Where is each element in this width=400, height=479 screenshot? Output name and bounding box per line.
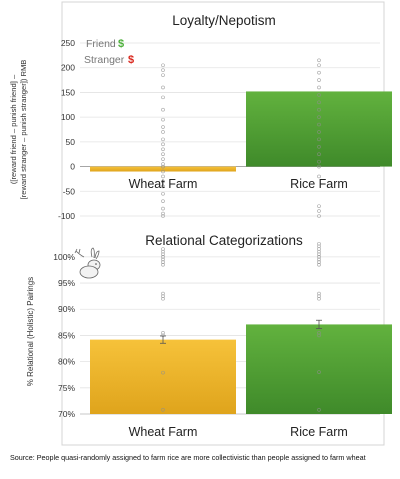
participant-point: [162, 126, 165, 129]
y-tick-label: 100: [61, 112, 75, 122]
chart-title: Loyalty/Nepotism: [172, 13, 276, 28]
participant-point: [162, 192, 165, 195]
relational-categorizations-chart: Relational Categorizations % Relational …: [26, 233, 392, 439]
participant-point: [162, 69, 165, 72]
y-tick-label: 95%: [58, 278, 75, 288]
participant-point: [318, 71, 321, 74]
y-tick-label: 200: [61, 63, 75, 73]
participant-point: [162, 64, 165, 67]
participant-point: [162, 207, 165, 210]
bars: [90, 324, 392, 414]
participant-point: [162, 74, 165, 77]
y-tick-label: 90%: [58, 304, 75, 314]
chart-title: Relational Categorizations: [145, 233, 303, 248]
legend: Friend $ Stranger $: [84, 38, 134, 66]
y-axis-label: ([reward friend – punish friend] –[rewar…: [9, 60, 28, 200]
x-tick-label: Wheat Farm: [129, 425, 198, 439]
legend-stranger-label: Stranger: [84, 54, 125, 66]
bar-rice-farm: [246, 324, 392, 414]
y-tick-label: 85%: [58, 330, 75, 340]
participant-point: [162, 143, 165, 146]
x-tick-label: Wheat Farm: [129, 177, 198, 191]
participant-point: [318, 86, 321, 89]
y-tick-label: 100%: [53, 252, 75, 262]
y-tick-label: 75%: [58, 383, 75, 393]
participant-point: [162, 148, 165, 151]
y-tick-label: 0: [70, 162, 75, 172]
participant-point: [318, 210, 321, 213]
participant-point: [162, 138, 165, 141]
y-tick-label: 50: [66, 137, 76, 147]
source-note: Source: People quasi-randomly assigned t…: [10, 453, 396, 462]
participant-point: [162, 108, 165, 111]
participant-point: [318, 205, 321, 208]
bars: [90, 91, 392, 171]
participant-point: [162, 96, 165, 99]
y-tick-label: 70%: [58, 409, 75, 419]
x-tick-labels: Wheat Farm Rice Farm: [129, 177, 348, 191]
participant-point: [318, 79, 321, 82]
y-tick-label: 150: [61, 87, 75, 97]
y-tick-labels: 100% 95% 90% 85% 80% 75% 70%: [53, 252, 75, 419]
loyalty-nepotism-chart: Loyalty/Nepotism ([reward friend – punis…: [9, 13, 392, 221]
x-tick-label: Rice Farm: [290, 177, 348, 191]
legend-stranger-symbol: $: [128, 54, 134, 66]
participant-point: [162, 158, 165, 161]
participant-point: [162, 153, 165, 156]
y-tick-label: 80%: [58, 357, 75, 367]
participant-point: [162, 130, 165, 133]
y-tick-label: 250: [61, 38, 75, 48]
y-axis-label: % Relational (Holistic) Pairings: [26, 277, 35, 386]
legend-friend-label: Friend: [86, 38, 116, 50]
y-tick-label: -50: [63, 186, 76, 196]
participant-point: [162, 200, 165, 203]
participant-point: [162, 86, 165, 89]
y-tick-labels: 250 200 150 100 50 0 -50 -100: [58, 38, 75, 221]
bar-wheat-farm: [90, 340, 236, 414]
x-tick-labels: Wheat Farm Rice Farm: [129, 425, 348, 439]
legend-friend-symbol: $: [118, 38, 124, 50]
bunny-icon: [75, 248, 100, 278]
y-tick-label: -100: [58, 211, 75, 221]
x-tick-label: Rice Farm: [290, 425, 348, 439]
bar-rice-farm: [246, 91, 392, 166]
participant-point: [318, 59, 321, 62]
participant-point: [318, 64, 321, 67]
participant-point: [162, 118, 165, 121]
bar-wheat-farm: [90, 167, 236, 172]
